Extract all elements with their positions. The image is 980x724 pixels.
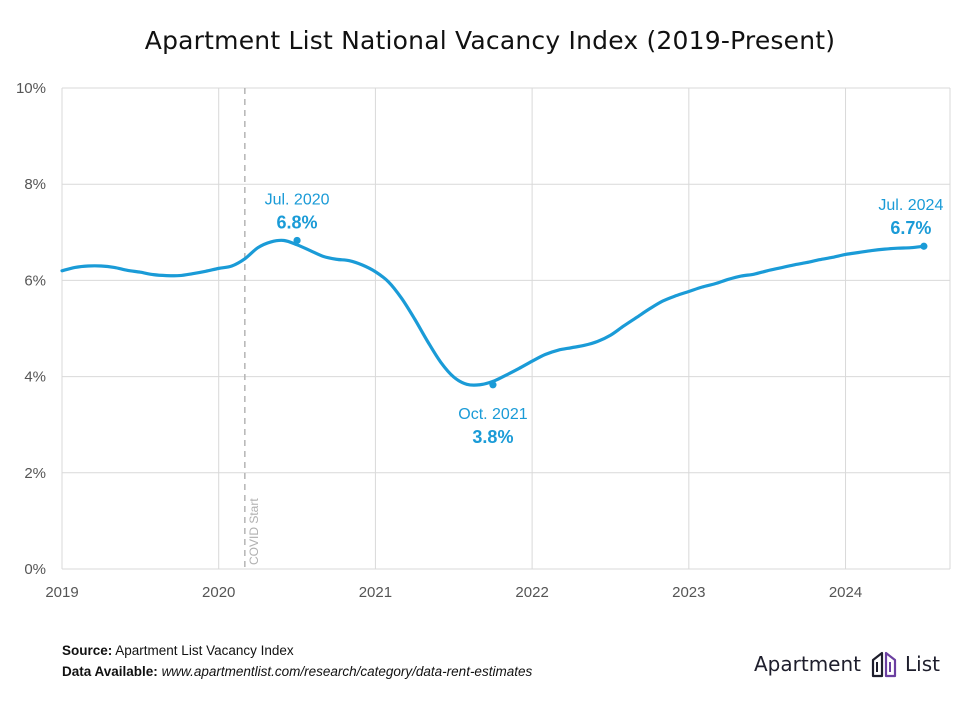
annotation-point	[293, 236, 301, 245]
vacancy-series-line	[60, 238, 926, 387]
logo-text-left: Apartment	[754, 652, 862, 676]
source-label: Source:	[62, 643, 113, 658]
y-tick-label: 2%	[24, 465, 46, 482]
axis-ticks: 0% 2% 4% 6% 8% 10% 2019 2020 2021 2022 2023 2024	[16, 80, 862, 601]
gridlines	[61, 87, 951, 570]
x-tick-label: 2020	[202, 584, 235, 601]
annotation-value-label: 6.7%	[890, 218, 931, 238]
x-tick-label: 2019	[45, 584, 78, 601]
annotation-date-label: Oct. 2021	[458, 406, 527, 423]
x-tick-label: 2024	[829, 584, 862, 601]
annotation-point	[489, 381, 497, 389]
x-tick-label: 2021	[359, 584, 392, 601]
building-icon	[871, 651, 897, 678]
covid-marker: COVID Start	[244, 88, 261, 569]
x-tick-label: 2022	[515, 584, 548, 601]
annotations: Jul. 2020 6.8% Oct. 2021 3.8% Jul. 2024 6.7%	[265, 191, 944, 446]
y-tick-label: 10%	[16, 80, 46, 97]
y-tick-label: 4%	[24, 369, 46, 386]
y-tick-label: 6%	[24, 272, 46, 289]
logo-text-right: List	[905, 652, 940, 676]
series-layer	[60, 238, 926, 387]
annotation-point	[920, 242, 928, 250]
covid-start-label: COVID Start	[247, 498, 261, 565]
annotation-date-label: Jul. 2024	[878, 197, 943, 214]
data-available-url: www.apartmentlist.com/research/category/…	[161, 664, 533, 679]
x-tick-label: 2023	[672, 584, 705, 601]
y-tick-label: 0%	[24, 561, 46, 578]
footer-source: Source: Apartment List Vacancy Index	[62, 643, 294, 658]
annotation-value-label: 3.8%	[472, 427, 513, 447]
data-available-label: Data Available:	[62, 664, 158, 679]
y-tick-label: 8%	[24, 176, 46, 193]
annotation-value-label: 6.8%	[277, 212, 318, 232]
annotation-date-label: Jul. 2020	[265, 191, 330, 208]
apartment-list-logo: Apartment List	[754, 648, 940, 680]
chart-title: Apartment List National Vacancy Index (2…	[144, 26, 836, 55]
source-text: Apartment List Vacancy Index	[115, 643, 294, 658]
footer-data-available: Data Available: www.apartmentlist.com/re…	[62, 664, 532, 679]
